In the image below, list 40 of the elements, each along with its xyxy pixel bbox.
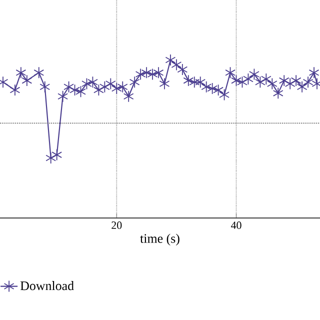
point	[129, 76, 140, 88]
point	[243, 73, 254, 85]
point	[201, 80, 212, 93]
x-axis-title: time (s)	[140, 234, 180, 246]
point	[34, 66, 44, 79]
point	[40, 80, 50, 93]
point	[219, 88, 230, 101]
point	[105, 78, 116, 90]
x-tick-label: 20	[112, 222, 122, 229]
point	[82, 78, 92, 90]
point	[302, 76, 314, 88]
point	[46, 152, 56, 164]
point	[135, 68, 146, 80]
point	[308, 66, 320, 79]
point	[207, 82, 218, 94]
point	[147, 68, 158, 80]
x-tick-label: 40	[231, 222, 242, 229]
point	[260, 73, 272, 85]
point	[177, 64, 188, 76]
point	[70, 84, 80, 96]
point	[183, 74, 194, 86]
point	[141, 66, 152, 79]
point	[171, 58, 182, 71]
point	[52, 148, 62, 161]
point	[237, 76, 248, 88]
point	[195, 76, 206, 88]
point	[284, 78, 296, 90]
point	[10, 84, 20, 96]
point	[165, 54, 176, 66]
point	[278, 74, 290, 86]
point	[76, 86, 86, 98]
legend-label: Download	[20, 281, 74, 290]
point	[153, 66, 164, 79]
point	[159, 78, 170, 90]
point	[111, 82, 122, 94]
point	[189, 76, 200, 88]
point	[99, 80, 110, 93]
point	[58, 90, 68, 102]
point	[64, 80, 74, 93]
point	[213, 84, 224, 96]
